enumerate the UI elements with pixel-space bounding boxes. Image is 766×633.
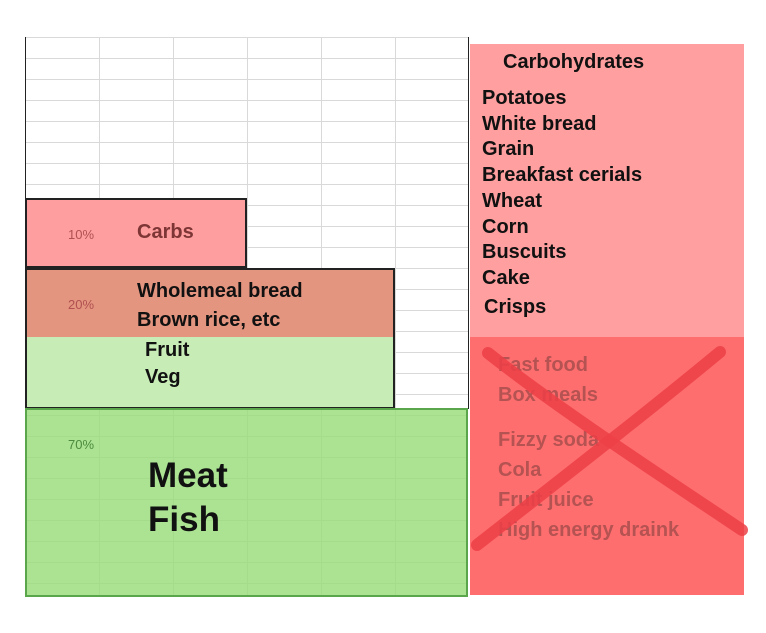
tier-carbs-block <box>25 198 247 268</box>
tier-protein-text: Meat Fish <box>148 454 228 542</box>
list-item: White bread <box>482 112 597 135</box>
tier-carbs-percent: 10% <box>68 227 95 242</box>
fish-label: Fish <box>148 500 220 539</box>
tier-carbs-label: Carbs <box>137 221 194 243</box>
list-item: Potatoes <box>482 87 567 109</box>
veg-label: Veg <box>145 366 181 388</box>
meat-label: Meat <box>148 456 228 495</box>
tier-wholemeal-text: Wholemeal bread Brown rice, etc <box>137 277 303 335</box>
grid-right-divider <box>468 37 469 409</box>
fruit-label: Fruit <box>145 339 190 361</box>
tier-wholemeal-block <box>27 270 393 337</box>
list-item: Wheat <box>482 189 542 212</box>
list-item: High energy draink <box>498 519 680 541</box>
list-item: Crisps <box>484 295 547 318</box>
avoid-list-bottom: Fizzy soda Cola Fruit juice High energy … <box>498 425 679 545</box>
tier-protein-block <box>25 408 468 597</box>
carbohydrates-panel <box>470 44 744 338</box>
list-item: Grain <box>482 138 535 161</box>
carbohydrates-list: Potatoes White bread Grain Breakfast cer… <box>482 86 642 320</box>
carbohydrates-title: Carbohydrates <box>503 51 645 73</box>
list-item: Fizzy soda <box>498 429 600 451</box>
wholemeal-bread-label: Wholemeal bread <box>137 280 303 302</box>
list-item: Cake <box>482 266 530 289</box>
tier-wholemeal-percent: 20% <box>68 297 95 312</box>
list-item: Breakfast cerials <box>482 164 643 187</box>
list-item: Buscuits <box>482 241 567 264</box>
tier-protein-percent: 70% <box>68 437 95 452</box>
list-item: Corn <box>482 215 529 238</box>
list-item: Cola <box>498 459 542 481</box>
brown-rice-label: Brown rice, etc <box>137 309 281 331</box>
tier-fruit-veg-text: Fruit Veg <box>145 337 189 391</box>
